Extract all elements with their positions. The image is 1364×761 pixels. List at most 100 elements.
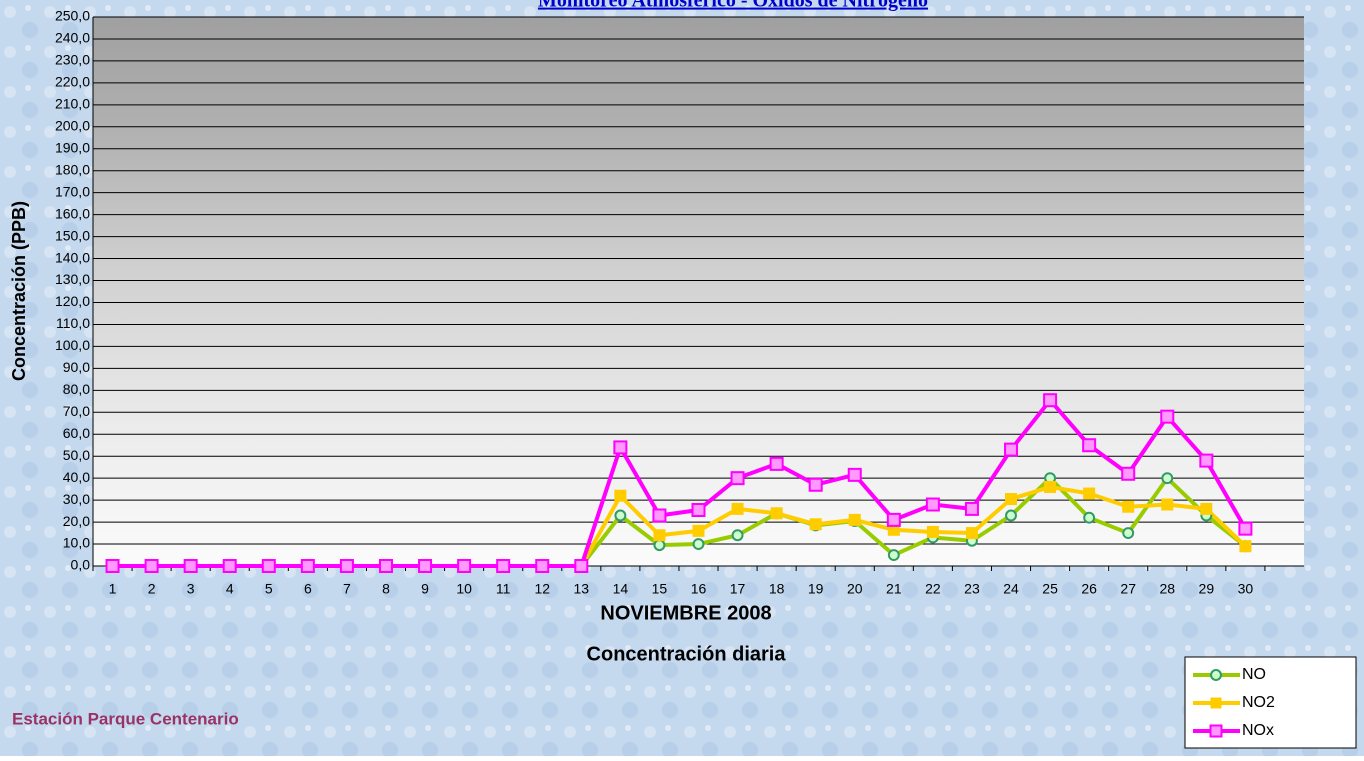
data-point <box>1122 501 1134 513</box>
data-point <box>1044 394 1056 406</box>
data-point <box>653 529 665 541</box>
y-tick-label: 70,0 <box>63 403 90 419</box>
y-tick-label: 240,0 <box>55 30 90 46</box>
x-tick-label: 15 <box>652 581 668 597</box>
legend-label: NO2 <box>1242 694 1275 711</box>
data-point <box>693 525 705 537</box>
y-tick-label: 80,0 <box>63 381 90 397</box>
data-point <box>1005 444 1017 456</box>
data-point <box>1161 499 1173 511</box>
data-point <box>341 560 353 572</box>
data-point <box>302 560 314 572</box>
x-tick-label: 24 <box>1003 581 1019 597</box>
plot-area <box>93 17 1304 566</box>
x-tick-label: 14 <box>613 581 629 597</box>
data-point <box>694 539 704 549</box>
data-point <box>536 560 548 572</box>
y-tick-label: 170,0 <box>55 183 90 199</box>
data-point <box>1044 481 1056 493</box>
data-point <box>107 560 119 572</box>
x-tick-label: 1 <box>109 581 117 597</box>
y-tick-label: 250,0 <box>55 8 90 24</box>
data-point <box>419 560 431 572</box>
x-tick-label: 3 <box>187 581 195 597</box>
y-tick-label: 120,0 <box>55 293 90 309</box>
y-tick-label: 230,0 <box>55 52 90 68</box>
y-tick-label: 160,0 <box>55 205 90 221</box>
x-tick-label: 9 <box>421 581 429 597</box>
data-point <box>615 511 625 521</box>
y-tick-label: 90,0 <box>63 359 90 375</box>
x-tick-label: 28 <box>1159 581 1175 597</box>
x-tick-label: 5 <box>265 581 273 597</box>
station-label: Estación Parque Centenario <box>12 709 239 728</box>
data-point <box>185 560 197 572</box>
data-point <box>1122 468 1134 480</box>
x-tick-label: 7 <box>343 581 351 597</box>
y-axis-title: Concentración (PPB) <box>9 201 29 381</box>
data-point <box>732 472 744 484</box>
x-tick-label: 18 <box>769 581 785 597</box>
data-point <box>810 479 822 491</box>
y-tick-label: 10,0 <box>63 535 90 551</box>
y-tick-label: 50,0 <box>63 447 90 463</box>
data-point <box>810 518 822 530</box>
legend-label: NOx <box>1242 722 1274 739</box>
chart: Monitoreo Atmosférico - Óxidos de Nitróg… <box>0 0 1364 756</box>
x-tick-label: 21 <box>886 581 902 597</box>
data-point <box>888 514 900 526</box>
x-tick-label: 16 <box>691 581 707 597</box>
legend-marker <box>1211 670 1221 680</box>
y-tick-label: 60,0 <box>63 425 90 441</box>
page: Monitoreo Atmosférico - Óxidos de Nitróg… <box>0 0 1364 756</box>
y-tick-label: 0,0 <box>71 557 91 573</box>
data-point <box>263 560 275 572</box>
data-point <box>653 509 665 521</box>
x-tick-label: 2 <box>148 581 156 597</box>
y-tick-label: 40,0 <box>63 469 90 485</box>
x-tick-label: 6 <box>304 581 312 597</box>
y-tick-label: 180,0 <box>55 161 90 177</box>
x-tick-label: 17 <box>730 581 746 597</box>
data-point <box>614 490 626 502</box>
legend-marker <box>1211 698 1222 709</box>
data-point <box>224 560 236 572</box>
data-point <box>380 560 392 572</box>
data-point <box>733 530 743 540</box>
y-tick-label: 150,0 <box>55 227 90 243</box>
data-point <box>771 507 783 519</box>
x-tick-label: 11 <box>496 581 511 597</box>
data-point <box>146 560 158 572</box>
data-point <box>927 499 939 511</box>
x-tick-label: 25 <box>1042 581 1058 597</box>
x-tick-label: 19 <box>808 581 824 597</box>
data-point <box>1123 528 1133 538</box>
data-point <box>614 441 626 453</box>
y-tick-label: 20,0 <box>63 513 90 529</box>
data-point <box>966 503 978 515</box>
data-point <box>1083 439 1095 451</box>
y-tick-label: 200,0 <box>55 118 90 134</box>
legend-marker <box>1211 726 1222 737</box>
data-point <box>1005 493 1017 505</box>
data-point <box>1083 488 1095 500</box>
data-point <box>1162 473 1172 483</box>
data-point <box>575 560 587 572</box>
x-tick-label: 4 <box>226 581 234 597</box>
data-point <box>693 504 705 516</box>
y-tick-label: 130,0 <box>55 271 90 287</box>
x-tick-label: 20 <box>847 581 863 597</box>
data-point <box>849 514 861 526</box>
x-tick-label: 22 <box>925 581 941 597</box>
legend-label: NO <box>1242 666 1266 683</box>
x-tick-label: 12 <box>534 581 550 597</box>
data-point <box>732 503 744 515</box>
x-tick-label: 29 <box>1199 581 1215 597</box>
x-tick-label: 23 <box>964 581 980 597</box>
y-tick-label: 140,0 <box>55 249 90 265</box>
y-tick-label: 100,0 <box>55 337 90 353</box>
data-point <box>497 560 509 572</box>
data-point <box>1006 511 1016 521</box>
data-point <box>927 526 939 538</box>
data-point <box>771 458 783 470</box>
